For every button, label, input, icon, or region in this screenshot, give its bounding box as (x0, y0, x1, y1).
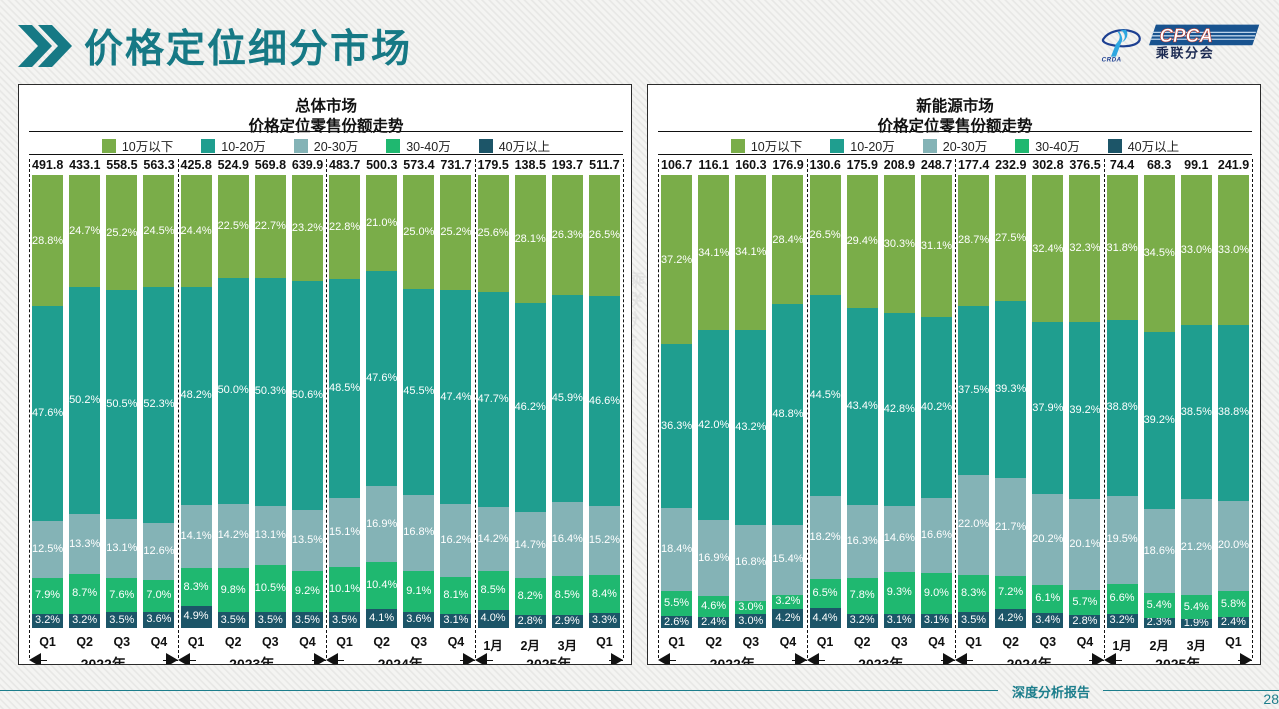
svg-text:CPCA: CPCA (1159, 26, 1213, 47)
svg-text:CRDA: CRDA (1102, 56, 1122, 63)
svg-text:乘联分会: 乘联分会 (1155, 45, 1215, 60)
